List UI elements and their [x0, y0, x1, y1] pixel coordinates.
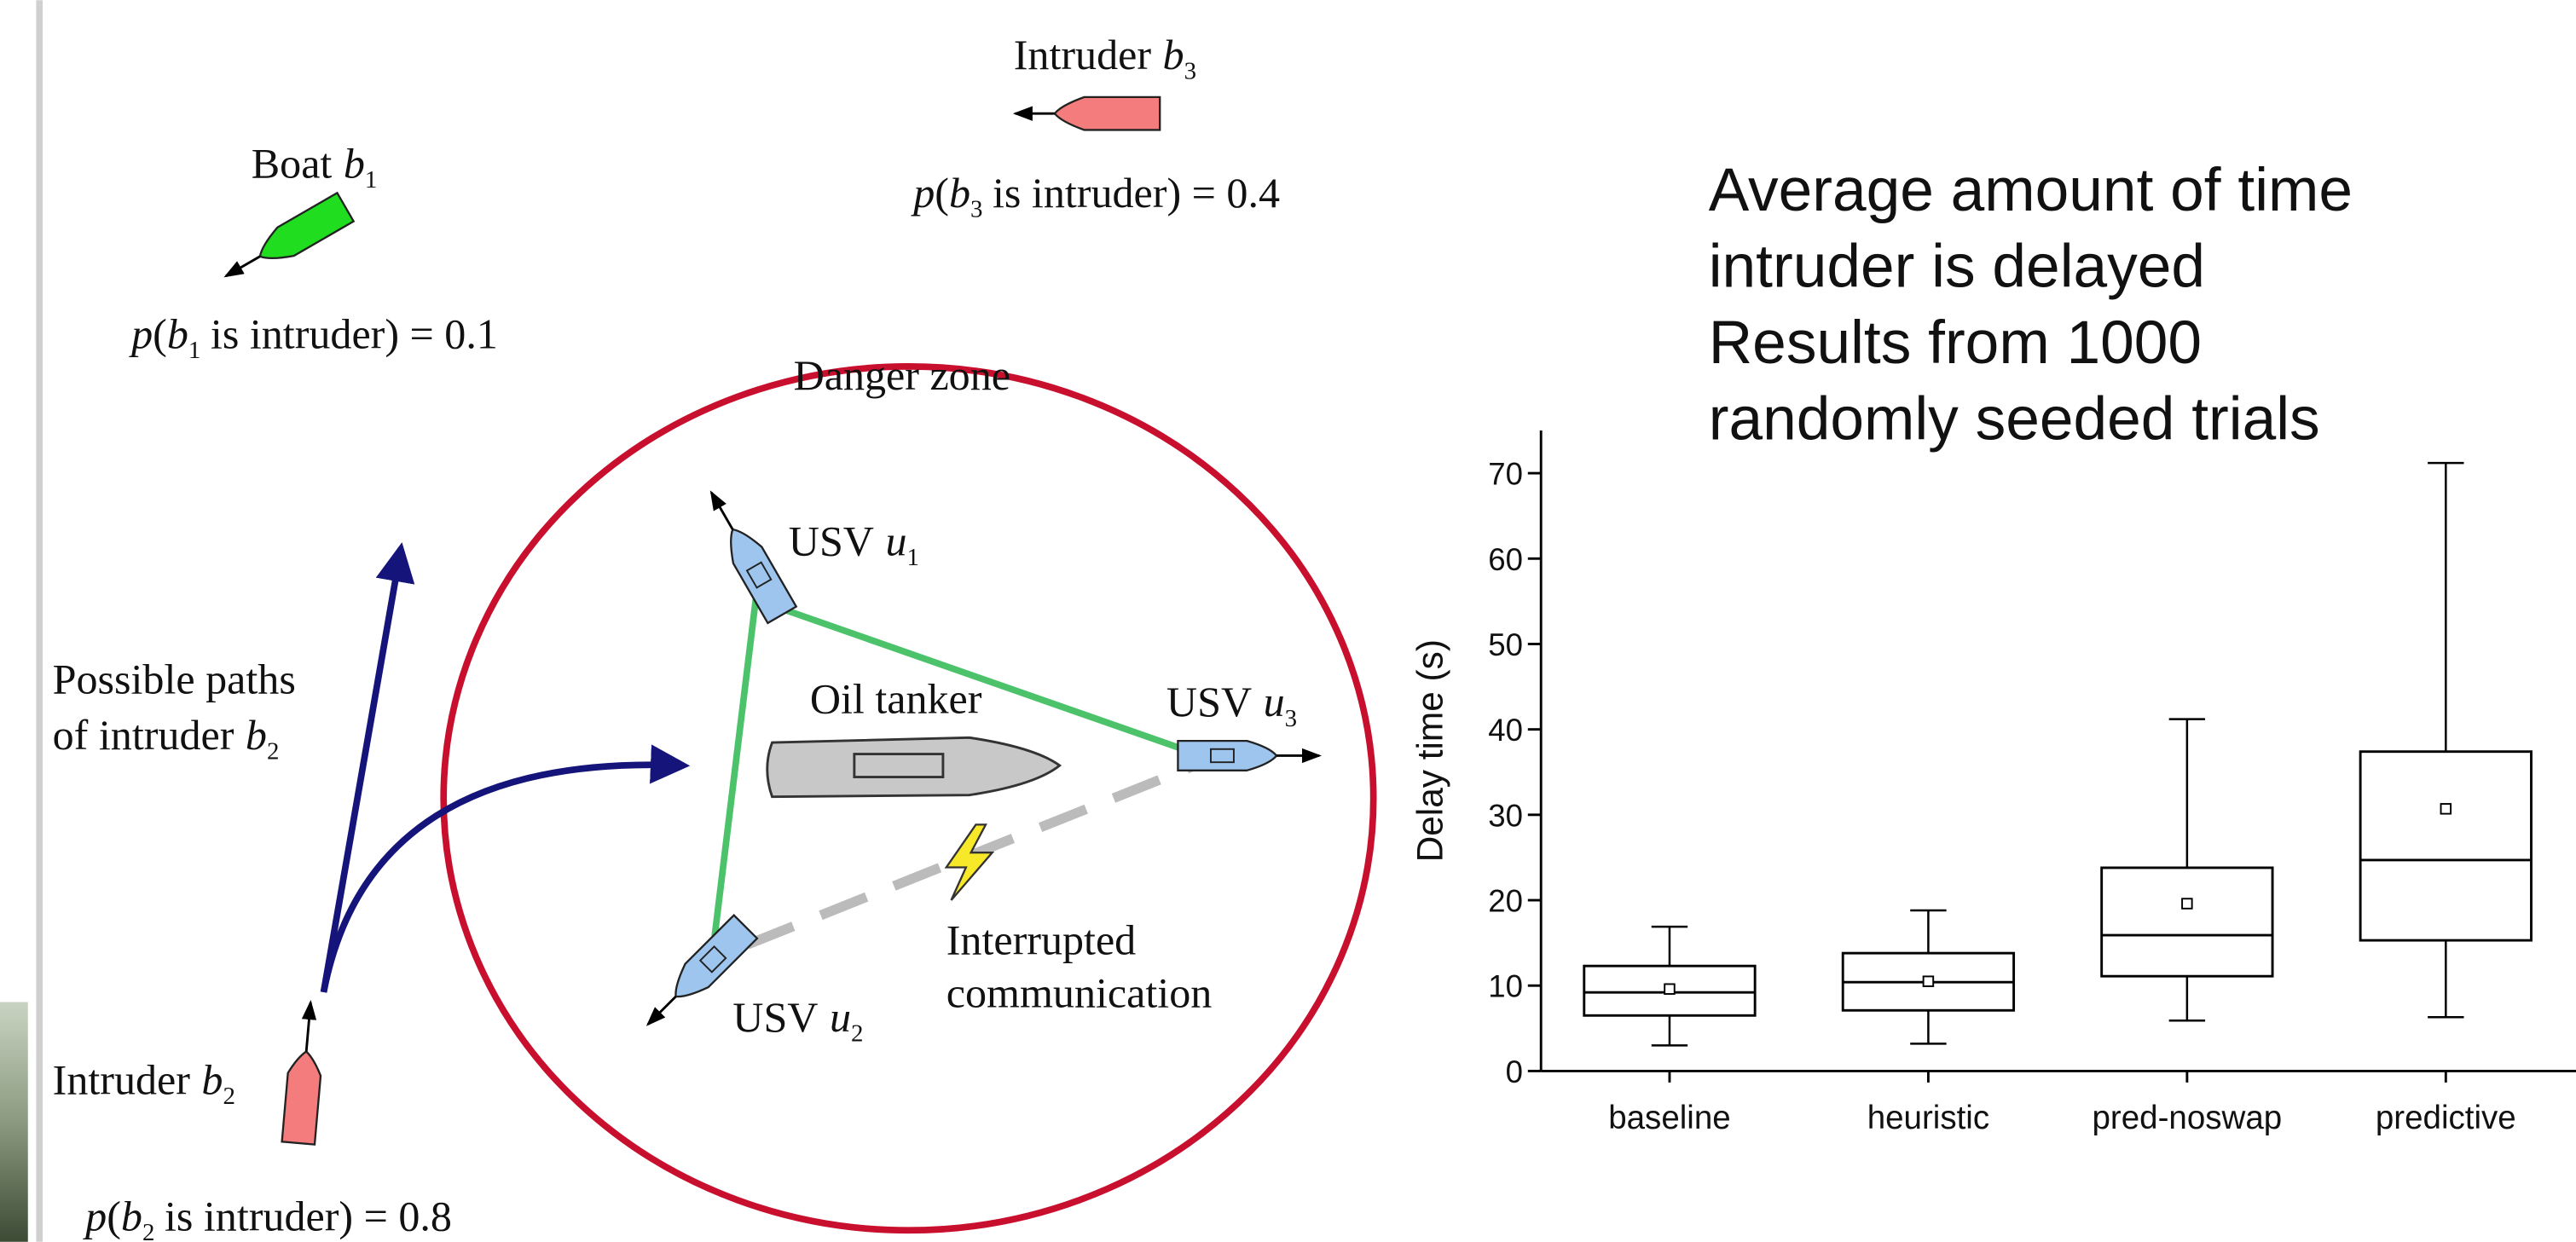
y-tick-label: 0	[1506, 1054, 1523, 1089]
y-tick-label: 50	[1488, 627, 1523, 662]
box	[2359, 750, 2533, 942]
word: is intruder) = 0.8	[165, 1192, 452, 1239]
label: p(b2 is intruder) = 0.8	[83, 1192, 452, 1242]
x-tick-label: baseline	[1608, 1100, 1730, 1136]
comm-link	[754, 596, 1184, 753]
x-tick-label: predictive	[2376, 1100, 2516, 1136]
label: p(b1 is intruder) = 0.1	[129, 310, 498, 365]
box	[2100, 866, 2274, 978]
y-tick-label: 10	[1488, 969, 1523, 1004]
sub: 1	[907, 544, 919, 571]
label: USV u2	[732, 993, 863, 1048]
photo-strip	[0, 1002, 28, 1242]
usv-u3	[1177, 739, 1322, 771]
y-tick-label: 40	[1488, 713, 1523, 748]
label: Danger zone	[794, 351, 1010, 399]
var: b	[246, 711, 267, 759]
usv-u1	[709, 490, 798, 625]
chart-title: intruder is delayed	[1709, 232, 2205, 300]
mean	[2181, 898, 2193, 910]
var: b	[167, 310, 188, 358]
mean	[2440, 803, 2452, 815]
box-chart: Average amount of time intruder is delaye…	[1410, 156, 2576, 1136]
sub: 3	[970, 196, 982, 223]
usv-u2	[645, 913, 759, 1026]
sub: 1	[365, 166, 377, 194]
x-tick-label: pred-noswap	[2093, 1100, 2283, 1136]
label: of intruder b2	[53, 711, 280, 765]
y-tick-label: 30	[1488, 798, 1523, 833]
boat-b2	[281, 1000, 322, 1146]
label: USV u3	[1166, 678, 1297, 732]
boat-b3	[1012, 95, 1161, 131]
tanker-deck	[853, 753, 945, 778]
chart-title: Results from 1000	[1709, 309, 2202, 377]
label: Intruder b3	[1014, 31, 1196, 85]
y-tick-label: 60	[1488, 542, 1523, 577]
word: (	[935, 169, 949, 217]
var: b	[201, 1055, 223, 1103]
lightning	[944, 823, 995, 901]
path-arrow	[320, 542, 415, 993]
mean	[1664, 983, 1676, 995]
var: u	[1264, 678, 1285, 725]
box	[1583, 964, 1757, 1017]
label: Oil tanker	[810, 674, 982, 722]
word: Intruder	[53, 1055, 191, 1103]
comm-link	[711, 598, 760, 937]
sub: 1	[188, 337, 200, 364]
y-tick-label: 70	[1488, 457, 1523, 492]
word: is intruder) = 0.1	[211, 310, 498, 358]
label: p(b3 is intruder) = 0.4	[911, 169, 1280, 223]
word: Boat	[252, 139, 333, 187]
word: USV	[1166, 678, 1252, 725]
label: Interrupted	[946, 916, 1136, 964]
var: u	[830, 993, 851, 1041]
oil-tanker	[766, 736, 1062, 799]
word: Intruder	[1014, 31, 1152, 78]
label: Possible paths	[53, 655, 296, 702]
word: USV	[732, 993, 818, 1041]
var: p	[129, 310, 153, 358]
var: b	[949, 169, 970, 217]
sub: 2	[267, 737, 279, 765]
label: USV u1	[789, 517, 919, 571]
label: communication	[946, 968, 1213, 1016]
word: of intruder	[53, 711, 234, 759]
sub: 2	[851, 1020, 863, 1048]
label: Boat b1	[252, 139, 378, 194]
chart-title: Average amount of time	[1709, 156, 2353, 224]
var: p	[911, 169, 935, 217]
word: (	[107, 1192, 121, 1239]
sub: 3	[1285, 705, 1297, 732]
chart-title: randomly seeded trials	[1709, 385, 2320, 453]
label: Intruder b2	[53, 1055, 235, 1110]
word: USV	[789, 517, 874, 564]
var: b	[121, 1192, 142, 1239]
var: p	[83, 1192, 107, 1239]
y-tick-label: 20	[1488, 884, 1523, 919]
y-axis-label: Delay time (s)	[1410, 639, 1450, 862]
var: b	[344, 139, 365, 187]
mean	[1922, 975, 1935, 987]
var: b	[1163, 31, 1184, 78]
sub: 2	[223, 1083, 234, 1110]
word: is intruder) = 0.4	[993, 169, 1280, 217]
boat-b1	[223, 191, 356, 278]
x-tick-label: heuristic	[1867, 1100, 1989, 1136]
word: (	[153, 310, 167, 358]
path-arrow	[320, 744, 691, 993]
sub: 2	[142, 1219, 154, 1242]
sub: 3	[1184, 58, 1196, 85]
var: u	[885, 517, 906, 564]
danger-zone-circle	[440, 363, 1377, 1234]
